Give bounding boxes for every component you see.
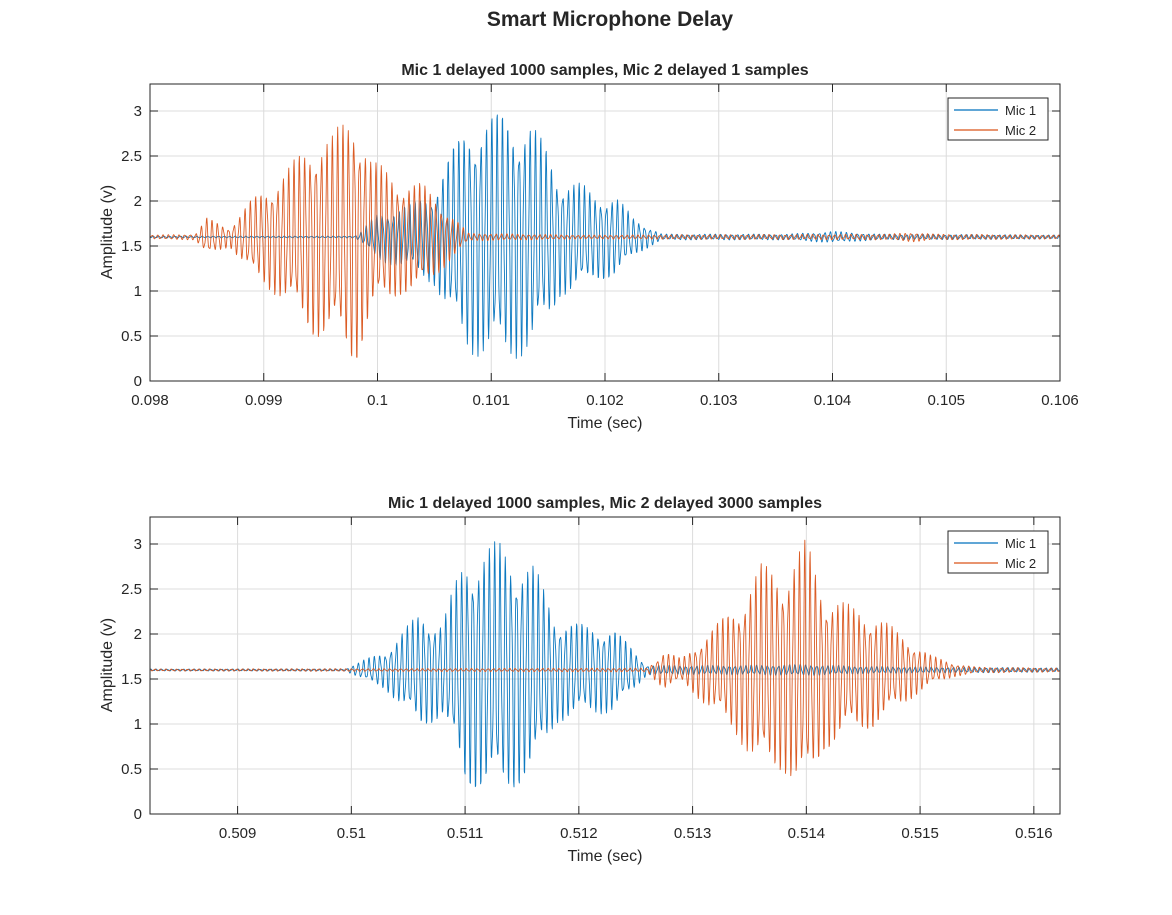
figure-title: Smart Microphone Delay [487, 8, 734, 31]
legend-label-mic1: Mic 1 [1005, 103, 1036, 118]
legend: Mic 1 Mic 2 [947, 530, 1049, 574]
legend-label-mic2: Mic 2 [1005, 556, 1036, 571]
plot-border [149, 516, 1061, 815]
subplot-top: 0.098 0.099 0.1 0.101 0.102 0.103 0.104 0.105 0.… [99, 62, 1079, 432]
series-line-mic2 [150, 539, 1060, 777]
tick-marks [149, 84, 1061, 382]
x-axis-label: Time (sec) [568, 415, 643, 432]
y-tick-label: 0 [134, 806, 142, 823]
axes-title: Mic 1 delayed 1000 samples, Mic 2 delaye… [388, 495, 822, 512]
x-tick-label: 0.509 [219, 825, 257, 842]
y-tick-label: 2.5 [121, 581, 142, 598]
x-tick-label: 0.102 [586, 392, 624, 409]
legend-label-mic2: Mic 2 [1005, 123, 1036, 138]
y-tick-label: 1 [134, 283, 142, 300]
series-line-mic1 [150, 114, 1060, 359]
y-tick-label: 1.5 [121, 238, 142, 255]
series-line-mic1 [150, 541, 1060, 788]
y-tick-label: 3 [134, 103, 142, 120]
subplot-bottom: 0.509 0.51 0.511 0.512 0.513 0.514 0.515 0.5160… [99, 495, 1061, 865]
x-tick-label: 0.106 [1041, 392, 1079, 409]
x-tick-label: 0.516 [1015, 825, 1053, 842]
x-tick-label: 0.51 [337, 825, 366, 842]
legend-box [947, 97, 1049, 141]
tick-labels: 0.509 0.51 0.511 0.512 0.513 0.514 0.515 0.5160… [121, 536, 1052, 842]
tick-marks [150, 517, 1060, 815]
x-tick-label: 0.515 [901, 825, 939, 842]
x-axis-label: Time (sec) [568, 848, 643, 865]
x-tick-label: 0.105 [927, 392, 965, 409]
y-tick-label: 2.5 [121, 148, 142, 165]
y-tick-label: 2 [134, 626, 142, 643]
legend-label-mic1: Mic 1 [1005, 536, 1036, 551]
x-tick-label: 0.511 [447, 825, 483, 842]
x-tick-label: 0.101 [472, 392, 510, 409]
x-tick-label: 0.099 [245, 392, 283, 409]
y-tick-label: 0 [134, 373, 142, 390]
y-tick-label: 1.5 [121, 671, 142, 688]
x-tick-label: 0.103 [700, 392, 738, 409]
y-tick-label: 0.5 [121, 761, 142, 778]
series-layer [150, 114, 1060, 359]
series-layer [150, 539, 1060, 788]
series-line-mic2 [150, 124, 1060, 358]
tick-labels: 0.098 0.099 0.1 0.101 0.102 0.103 0.104 0.105 0.… [121, 103, 1079, 409]
y-tick-label: 1 [134, 716, 142, 733]
legend-box [947, 530, 1049, 574]
x-tick-label: 0.512 [560, 825, 598, 842]
x-tick-label: 0.098 [131, 392, 169, 409]
x-tick-label: 0.514 [788, 825, 826, 842]
axes-title: Mic 1 delayed 1000 samples, Mic 2 delaye… [401, 62, 808, 79]
y-tick-label: 2 [134, 193, 142, 210]
x-tick-label: 0.513 [674, 825, 712, 842]
legend: Mic 1 Mic 2 [947, 97, 1049, 141]
y-tick-label: 0.5 [121, 328, 142, 345]
y-tick-label: 3 [134, 536, 142, 553]
x-tick-label: 0.104 [814, 392, 852, 409]
y-axis-label: Amplitude (v) [99, 185, 116, 279]
x-tick-label: 0.1 [367, 392, 388, 409]
y-axis-label: Amplitude (v) [99, 618, 116, 712]
